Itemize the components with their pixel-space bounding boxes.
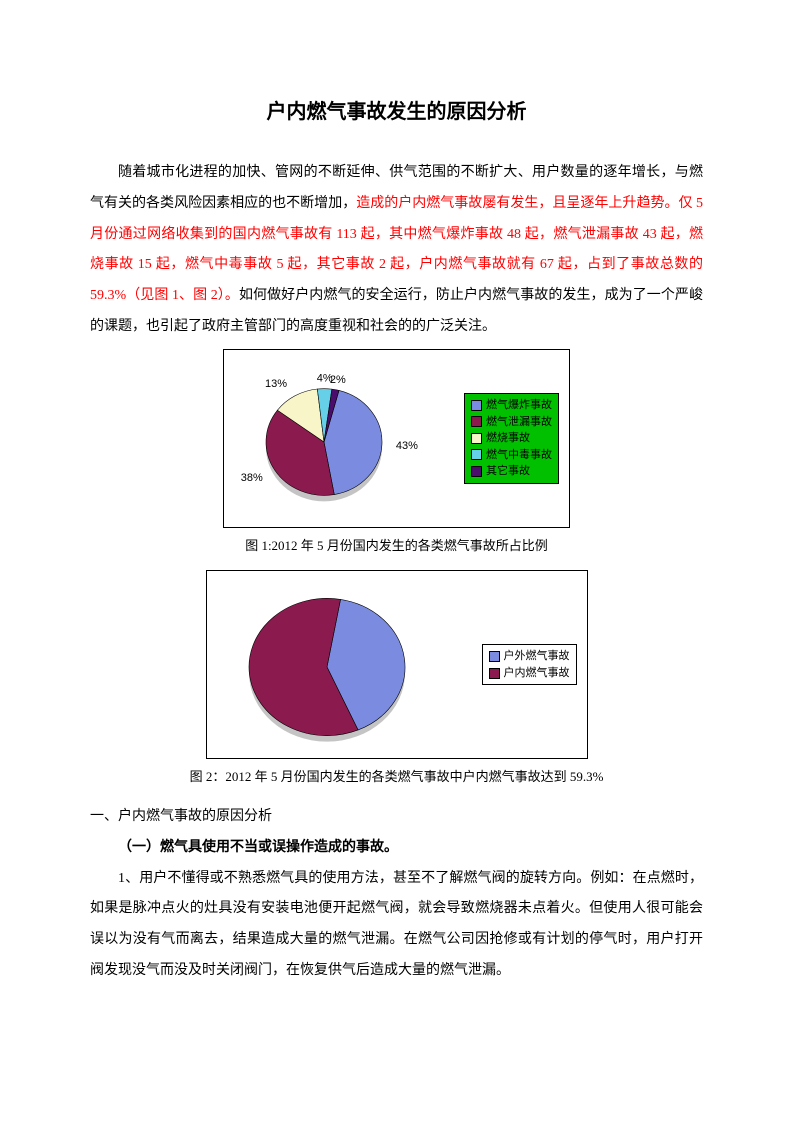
legend-swatch [489,651,500,662]
chart2-caption: 图 2：2012 年 5 月份国内发生的各类燃气事故中户内燃气事故达到 59.3… [90,763,703,792]
chart2-box: 户外燃气事故户内燃气事故 [206,570,588,759]
svg-text:38%: 38% [241,472,263,484]
legend-label: 户内燃气事故 [504,665,570,682]
legend-item: 燃气中毒事故 [471,447,552,464]
svg-text:43%: 43% [396,440,418,452]
chart2-legend: 户外燃气事故户内燃气事故 [482,644,577,685]
svg-text:2%: 2% [330,374,346,386]
legend-label: 燃气中毒事故 [486,447,552,464]
legend-label: 其它事故 [486,463,530,480]
section-1-1-heading: （一）燃气具使用不当或误操作造成的事故。 [90,833,703,864]
legend-label: 户外燃气事故 [504,648,570,665]
legend-swatch [471,433,482,444]
chart1-box: 43%38%13%4%2% 燃气爆炸事故燃气泄漏事故燃烧事故燃气中毒事故其它事故 [223,349,570,528]
legend-swatch [471,400,482,411]
svg-text:13%: 13% [265,378,287,390]
legend-item: 其它事故 [471,463,552,480]
intro-paragraph: 随着城市化进程的加快、管网的不断延伸、供气范围的不断扩大、用户数量的逐年增长，与… [90,158,703,343]
section-1-heading: 一、户内燃气事故的原因分析 [90,802,703,833]
legend-swatch [471,449,482,460]
legend-swatch [471,416,482,427]
legend-swatch [489,668,500,679]
section-1-1-paragraph: 1、用户不懂得或不熟悉燃气具的使用方法，甚至不了解燃气阀的旋转方向。例如：在点燃… [90,864,703,987]
legend-label: 燃烧事故 [486,430,530,447]
chart1-container: 43%38%13%4%2% 燃气爆炸事故燃气泄漏事故燃烧事故燃气中毒事故其它事故 [90,349,703,528]
legend-item: 燃气爆炸事故 [471,397,552,414]
legend-label: 燃气泄漏事故 [486,414,552,431]
legend-item: 燃气泄漏事故 [471,414,552,431]
chart2-container: 户外燃气事故户内燃气事故 [90,570,703,759]
page-title: 户内燃气事故发生的原因分析 [90,90,703,134]
legend-label: 燃气爆炸事故 [486,397,552,414]
chart2-pie [217,577,427,752]
legend-item: 户内燃气事故 [489,665,570,682]
chart1-pie: 43%38%13%4%2% [234,356,424,521]
legend-swatch [471,466,482,477]
legend-item: 燃烧事故 [471,430,552,447]
chart1-caption: 图 1:2012 年 5 月份国内发生的各类燃气事故所占比例 [90,532,703,561]
chart1-legend: 燃气爆炸事故燃气泄漏事故燃烧事故燃气中毒事故其它事故 [464,393,559,484]
legend-item: 户外燃气事故 [489,648,570,665]
